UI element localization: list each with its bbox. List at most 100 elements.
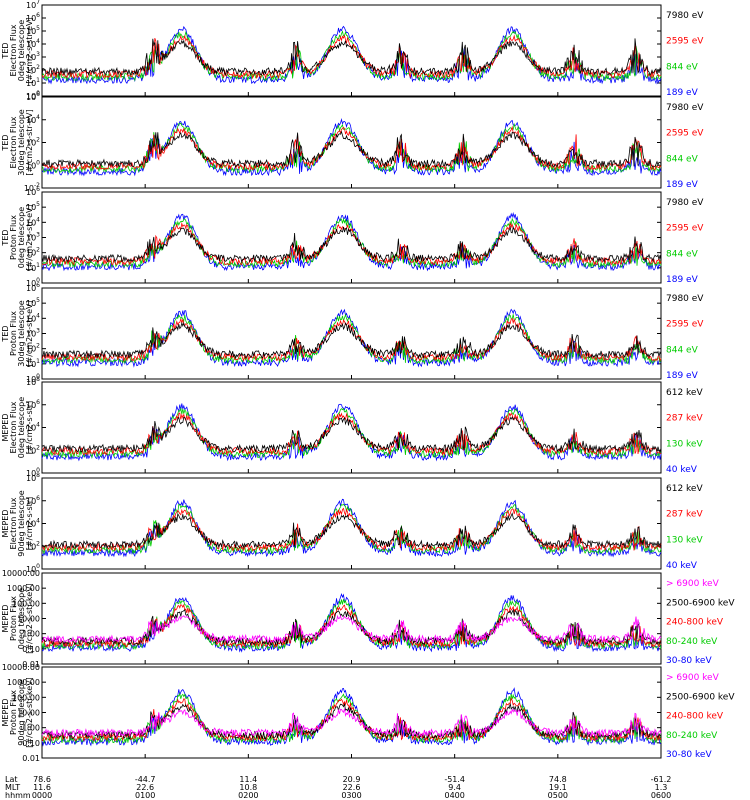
y-axis-label-line: [#/cm2-s-str] xyxy=(25,401,34,454)
x-tick-label: 19.1 xyxy=(549,783,567,792)
y-axis-label-line: 0deg telescope xyxy=(17,207,26,268)
y-axis-label-line: Proton Flux xyxy=(9,311,18,356)
y-axis-label-line: Proton Flux xyxy=(9,215,18,260)
panel-4: 100 101 102 103 104 105 106 TED Proton Flux 30deg… xyxy=(1,282,704,384)
x-tick-label: 11.4 xyxy=(239,775,257,784)
legend-entry: > 6900 keV xyxy=(666,673,720,683)
legend-entry: > 6900 keV xyxy=(666,579,720,589)
series-line xyxy=(41,30,662,82)
y-tick-label: 100.00 xyxy=(12,693,40,702)
series-line xyxy=(41,603,662,649)
series-line xyxy=(41,118,662,177)
y-axis-label-line: [#/cm2-s-str-keV] xyxy=(25,677,34,748)
y-tick-label: 106 xyxy=(26,186,40,197)
y-tick-label: 106 xyxy=(26,495,40,506)
legend-entry: 7980 eV xyxy=(666,198,704,208)
x-tick-label: 74.8 xyxy=(549,775,567,784)
y-tick-label: 10.00 xyxy=(17,709,40,718)
y-tick-label: 108 xyxy=(26,376,40,387)
x-tick-label: -44.7 xyxy=(135,775,156,784)
y-tick-label: 1000.00 xyxy=(7,678,40,687)
legend-entry: 130 keV xyxy=(666,535,703,545)
y-axis-label-line: [#/cm2-s-str-eV] xyxy=(25,17,34,83)
y-axis-label-line: Electron Flux xyxy=(9,116,18,168)
y-tick-label: 102 xyxy=(26,343,40,354)
legend-entry: 40 keV xyxy=(666,561,698,571)
series-line xyxy=(41,221,662,267)
legend-entry: 612 keV xyxy=(666,484,703,494)
y-tick-label: 10.00 xyxy=(17,615,40,624)
series-line xyxy=(41,321,662,360)
y-axis-label: MEPED Electron Flux 0deg telescope [#/cm2-s… xyxy=(1,397,34,458)
panel-2: 10-2 100 102 104 106 TED Electron Flux 30deg te… xyxy=(1,91,704,193)
series-line xyxy=(42,592,662,653)
legend-entry: 2595 eV xyxy=(666,129,704,139)
y-tick-label: 106 xyxy=(26,12,40,23)
series-line xyxy=(41,707,662,739)
y-tick-label: 100 xyxy=(26,467,40,478)
y-tick-label: 10000.00 xyxy=(2,569,40,578)
series-line xyxy=(41,25,662,85)
y-axis-label-line: [#/cm2-s-str-eV] xyxy=(25,109,34,175)
y-axis-label-line: Electron Flux xyxy=(9,497,18,549)
legend-entry: 844 eV xyxy=(666,249,699,259)
legend-entry: 40 keV xyxy=(666,465,698,475)
y-tick-label: 0.10 xyxy=(22,739,40,748)
y-tick-label: 104 xyxy=(26,216,40,227)
series-line xyxy=(41,38,662,77)
y-axis-label-line: [#/cm2-s-str-eV] xyxy=(25,300,34,366)
series-line xyxy=(41,498,662,558)
panel-frame xyxy=(41,191,662,284)
y-axis-label-line: MEPED xyxy=(1,699,10,727)
y-axis-label-line: 0deg telescope xyxy=(17,588,26,649)
legend-entry: 7980 eV xyxy=(666,11,704,21)
series-line xyxy=(41,416,662,454)
series-line xyxy=(41,403,662,462)
series-line xyxy=(41,130,662,169)
x-tick-label: 0000 xyxy=(32,791,52,800)
legend-entry: 844 eV xyxy=(666,154,699,164)
y-axis-label-line: TED xyxy=(1,325,10,342)
x-tick-label: 0300 xyxy=(341,791,361,800)
y-axis-label: TED Electron Flux 30deg telescope [#/cm2-s-… xyxy=(1,109,34,176)
y-tick-label: 106 xyxy=(26,399,40,410)
y-tick-label: 10000.00 xyxy=(2,663,40,672)
x-tick-label: 22.6 xyxy=(136,783,154,792)
legend-entry: 30-80 keV xyxy=(666,656,712,666)
panel-frame xyxy=(41,381,662,474)
y-axis-label-line: Proton Flux xyxy=(9,596,18,641)
x-tick-label: 78.6 xyxy=(33,775,51,784)
y-axis-label: MEPED Proton Flux 90deg telescope [#/cm2-s-… xyxy=(1,677,34,748)
panel-7: 0.01 0.10 1.00 10.00 100.00 1000.00 10000.00 ME… xyxy=(1,569,735,669)
legend-entry: 2500-6900 keV xyxy=(666,692,735,702)
x-tick-label: -51.4 xyxy=(444,775,465,784)
y-axis-label-line: Electron Flux xyxy=(9,401,18,453)
legend-entry: 2595 eV xyxy=(666,37,704,47)
x-axis-labels: LatMLThhmm78.611.60000-44.722.6010011.41… xyxy=(5,775,671,800)
series-line xyxy=(41,317,662,363)
y-tick-label: 102 xyxy=(26,247,40,258)
y-axis-label-line: [#/cm2-s-str-eV] xyxy=(25,204,34,270)
series-line xyxy=(41,125,662,171)
x-tick-label: 0600 xyxy=(651,791,671,800)
y-tick-label: 101 xyxy=(26,77,40,88)
y-tick-label: 1.00 xyxy=(22,724,40,733)
legend-entry: 189 eV xyxy=(666,180,699,190)
y-axis-label: TED Electron Flux 0deg telescope [#/cm2-s-s… xyxy=(1,17,34,83)
y-tick-label: 104 xyxy=(26,422,40,433)
legend-entry: 844 eV xyxy=(666,345,699,355)
y-tick-label: 105 xyxy=(26,297,40,308)
x-tick-label: 0100 xyxy=(135,791,155,800)
series-line xyxy=(41,217,662,269)
series-line xyxy=(41,313,662,365)
legend-entry: 2595 eV xyxy=(666,320,704,330)
series-line xyxy=(41,614,662,644)
legend-entry: 7980 eV xyxy=(666,294,704,304)
y-axis-label-line: TED xyxy=(1,42,10,59)
y-axis-label-line: 0deg telescope xyxy=(17,20,26,81)
panel-3: 100 101 102 103 104 105 106 TED Proton Flux 0deg … xyxy=(1,186,704,288)
legend-entry: 80-240 keV xyxy=(666,637,718,647)
legend-entry: 287 keV xyxy=(666,414,703,424)
x-axis-row-label: MLT xyxy=(5,783,20,792)
y-axis-label-line: Proton Flux xyxy=(9,690,18,735)
